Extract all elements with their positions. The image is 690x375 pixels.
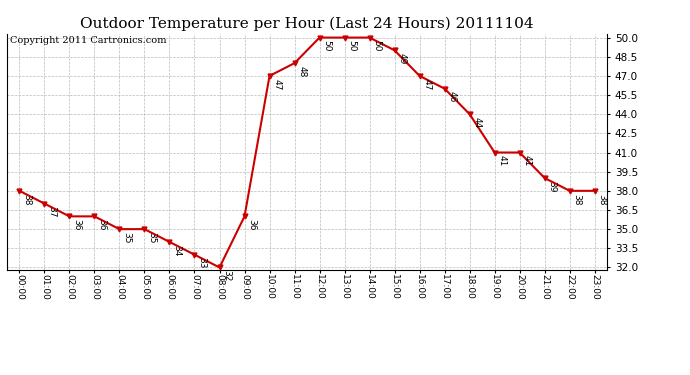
Text: 46: 46 xyxy=(447,92,456,103)
Text: 47: 47 xyxy=(273,79,282,90)
Text: 41: 41 xyxy=(497,155,506,166)
Text: 44: 44 xyxy=(473,117,482,128)
Text: 35: 35 xyxy=(147,232,156,243)
Text: 34: 34 xyxy=(172,244,181,256)
Text: 39: 39 xyxy=(547,181,556,192)
Text: 35: 35 xyxy=(122,232,131,243)
Title: Outdoor Temperature per Hour (Last 24 Hours) 20111104: Outdoor Temperature per Hour (Last 24 Ho… xyxy=(80,17,534,31)
Text: 36: 36 xyxy=(97,219,106,231)
Text: 33: 33 xyxy=(197,258,206,269)
Text: 47: 47 xyxy=(422,79,431,90)
Text: 50: 50 xyxy=(322,40,331,52)
Text: Copyright 2011 Cartronics.com: Copyright 2011 Cartronics.com xyxy=(10,36,166,45)
Text: 37: 37 xyxy=(47,206,56,218)
Text: 50: 50 xyxy=(347,40,356,52)
Text: 49: 49 xyxy=(397,53,406,64)
Text: 36: 36 xyxy=(247,219,256,231)
Text: 38: 38 xyxy=(573,194,582,205)
Text: 50: 50 xyxy=(373,40,382,52)
Text: 38: 38 xyxy=(22,194,31,205)
Text: 38: 38 xyxy=(598,194,607,205)
Text: 32: 32 xyxy=(222,270,231,282)
Text: 41: 41 xyxy=(522,155,531,166)
Text: 48: 48 xyxy=(297,66,306,77)
Text: 36: 36 xyxy=(72,219,81,231)
